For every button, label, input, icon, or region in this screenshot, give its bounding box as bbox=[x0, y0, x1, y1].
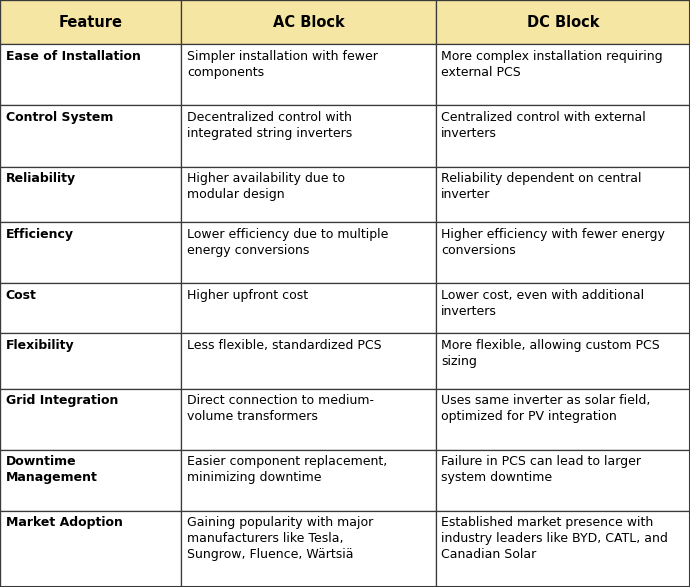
Bar bbox=[436, 511, 690, 587]
Bar bbox=[436, 222, 690, 283]
Text: Feature: Feature bbox=[59, 15, 123, 30]
Text: Flexibility: Flexibility bbox=[6, 339, 74, 352]
Text: Reliability dependent on central
inverter: Reliability dependent on central inverte… bbox=[442, 173, 642, 201]
Bar bbox=[0, 283, 181, 333]
Text: Established market presence with
industry leaders like BYD, CATL, and
Canadian S: Established market presence with industr… bbox=[442, 517, 668, 562]
Bar bbox=[0, 450, 181, 511]
Text: Centralized control with external
inverters: Centralized control with external invert… bbox=[442, 112, 646, 140]
Bar bbox=[436, 333, 690, 389]
Bar bbox=[436, 45, 690, 106]
Text: AC Block: AC Block bbox=[273, 15, 344, 30]
Bar bbox=[0, 167, 181, 222]
Text: Easier component replacement,
minimizing downtime: Easier component replacement, minimizing… bbox=[187, 456, 387, 484]
Bar bbox=[181, 333, 436, 389]
Bar bbox=[181, 0, 436, 45]
Bar bbox=[436, 106, 690, 167]
Bar bbox=[436, 283, 690, 333]
Text: Direct connection to medium-
volume transformers: Direct connection to medium- volume tran… bbox=[187, 394, 374, 423]
Bar bbox=[181, 167, 436, 222]
Text: Grid Integration: Grid Integration bbox=[6, 394, 118, 407]
Bar bbox=[0, 0, 181, 45]
Text: Higher efficiency with fewer energy
conversions: Higher efficiency with fewer energy conv… bbox=[442, 228, 665, 257]
Bar bbox=[0, 389, 181, 450]
Text: DC Block: DC Block bbox=[526, 15, 599, 30]
Text: Lower cost, even with additional
inverters: Lower cost, even with additional inverte… bbox=[442, 289, 644, 318]
Text: Higher upfront cost: Higher upfront cost bbox=[187, 289, 308, 302]
Text: Control System: Control System bbox=[6, 112, 113, 124]
Bar bbox=[181, 389, 436, 450]
Text: Uses same inverter as solar field,
optimized for PV integration: Uses same inverter as solar field, optim… bbox=[442, 394, 651, 423]
Text: Less flexible, standardized PCS: Less flexible, standardized PCS bbox=[187, 339, 382, 352]
Bar bbox=[0, 511, 181, 587]
Bar bbox=[181, 222, 436, 283]
Text: Failure in PCS can lead to larger
system downtime: Failure in PCS can lead to larger system… bbox=[442, 456, 641, 484]
Bar bbox=[436, 0, 690, 45]
Text: Market Adoption: Market Adoption bbox=[6, 517, 122, 529]
Bar bbox=[181, 45, 436, 106]
Text: Reliability: Reliability bbox=[6, 173, 76, 185]
Text: More flexible, allowing custom PCS
sizing: More flexible, allowing custom PCS sizin… bbox=[442, 339, 660, 368]
Bar bbox=[0, 222, 181, 283]
Bar bbox=[0, 45, 181, 106]
Bar bbox=[181, 283, 436, 333]
Text: Higher availability due to
modular design: Higher availability due to modular desig… bbox=[187, 173, 345, 201]
Bar bbox=[181, 511, 436, 587]
Bar bbox=[436, 389, 690, 450]
Text: Cost: Cost bbox=[6, 289, 37, 302]
Bar bbox=[436, 450, 690, 511]
Text: Downtime
Management: Downtime Management bbox=[6, 456, 97, 484]
Bar bbox=[0, 333, 181, 389]
Bar bbox=[181, 106, 436, 167]
Text: Decentralized control with
integrated string inverters: Decentralized control with integrated st… bbox=[187, 112, 353, 140]
Text: Simpler installation with fewer
components: Simpler installation with fewer componen… bbox=[187, 50, 378, 79]
Bar bbox=[0, 106, 181, 167]
Text: Ease of Installation: Ease of Installation bbox=[6, 50, 140, 63]
Bar bbox=[436, 167, 690, 222]
Text: Lower efficiency due to multiple
energy conversions: Lower efficiency due to multiple energy … bbox=[187, 228, 388, 257]
Text: Efficiency: Efficiency bbox=[6, 228, 74, 241]
Text: Gaining popularity with major
manufacturers like Tesla,
Sungrow, Fluence, Wärtsi: Gaining popularity with major manufactur… bbox=[187, 517, 373, 562]
Text: More complex installation requiring
external PCS: More complex installation requiring exte… bbox=[442, 50, 663, 79]
Bar bbox=[181, 450, 436, 511]
